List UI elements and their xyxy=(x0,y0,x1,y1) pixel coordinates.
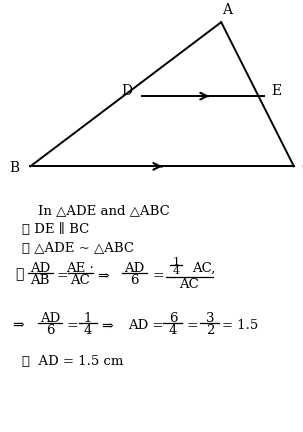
Text: 1: 1 xyxy=(172,257,180,267)
Text: ⇒: ⇒ xyxy=(101,319,113,333)
Text: ∴ △ADE ~ △ABC: ∴ △ADE ~ △ABC xyxy=(22,242,134,255)
Text: A: A xyxy=(222,3,232,17)
Text: 2: 2 xyxy=(206,324,214,337)
Text: = 1.5: = 1.5 xyxy=(222,319,258,332)
Text: ∴: ∴ xyxy=(15,267,23,281)
Text: 6: 6 xyxy=(46,324,54,337)
Text: 4: 4 xyxy=(172,266,180,276)
Text: 1: 1 xyxy=(84,312,92,325)
Text: AD: AD xyxy=(40,312,60,325)
Text: =: = xyxy=(186,319,198,333)
Text: AD: AD xyxy=(124,262,144,275)
Text: D: D xyxy=(121,83,132,98)
Text: C: C xyxy=(301,161,303,175)
Text: In △ADE and △ABC: In △ADE and △ABC xyxy=(38,204,170,217)
Text: 6: 6 xyxy=(130,274,138,287)
Text: AC,: AC, xyxy=(192,262,215,275)
Text: =: = xyxy=(152,269,164,283)
Text: 4: 4 xyxy=(84,324,92,337)
Text: ⇒: ⇒ xyxy=(12,318,24,332)
Text: 6: 6 xyxy=(169,312,177,325)
Text: ∵ DE ∥ BC: ∵ DE ∥ BC xyxy=(22,223,89,236)
Text: E: E xyxy=(271,83,281,98)
Text: AB: AB xyxy=(30,274,50,287)
Text: AD =: AD = xyxy=(128,319,164,332)
Text: =: = xyxy=(67,319,78,333)
Text: ⇒: ⇒ xyxy=(97,269,108,283)
Text: 3: 3 xyxy=(206,312,214,325)
Text: 4: 4 xyxy=(169,324,177,337)
Text: AC: AC xyxy=(70,274,90,287)
Text: ∴  AD = 1.5 cm: ∴ AD = 1.5 cm xyxy=(22,355,123,368)
Text: AD: AD xyxy=(30,262,50,275)
Text: AC: AC xyxy=(179,278,199,291)
Text: AE ·: AE · xyxy=(66,262,94,275)
Text: =: = xyxy=(57,269,68,283)
Text: B: B xyxy=(10,161,20,175)
